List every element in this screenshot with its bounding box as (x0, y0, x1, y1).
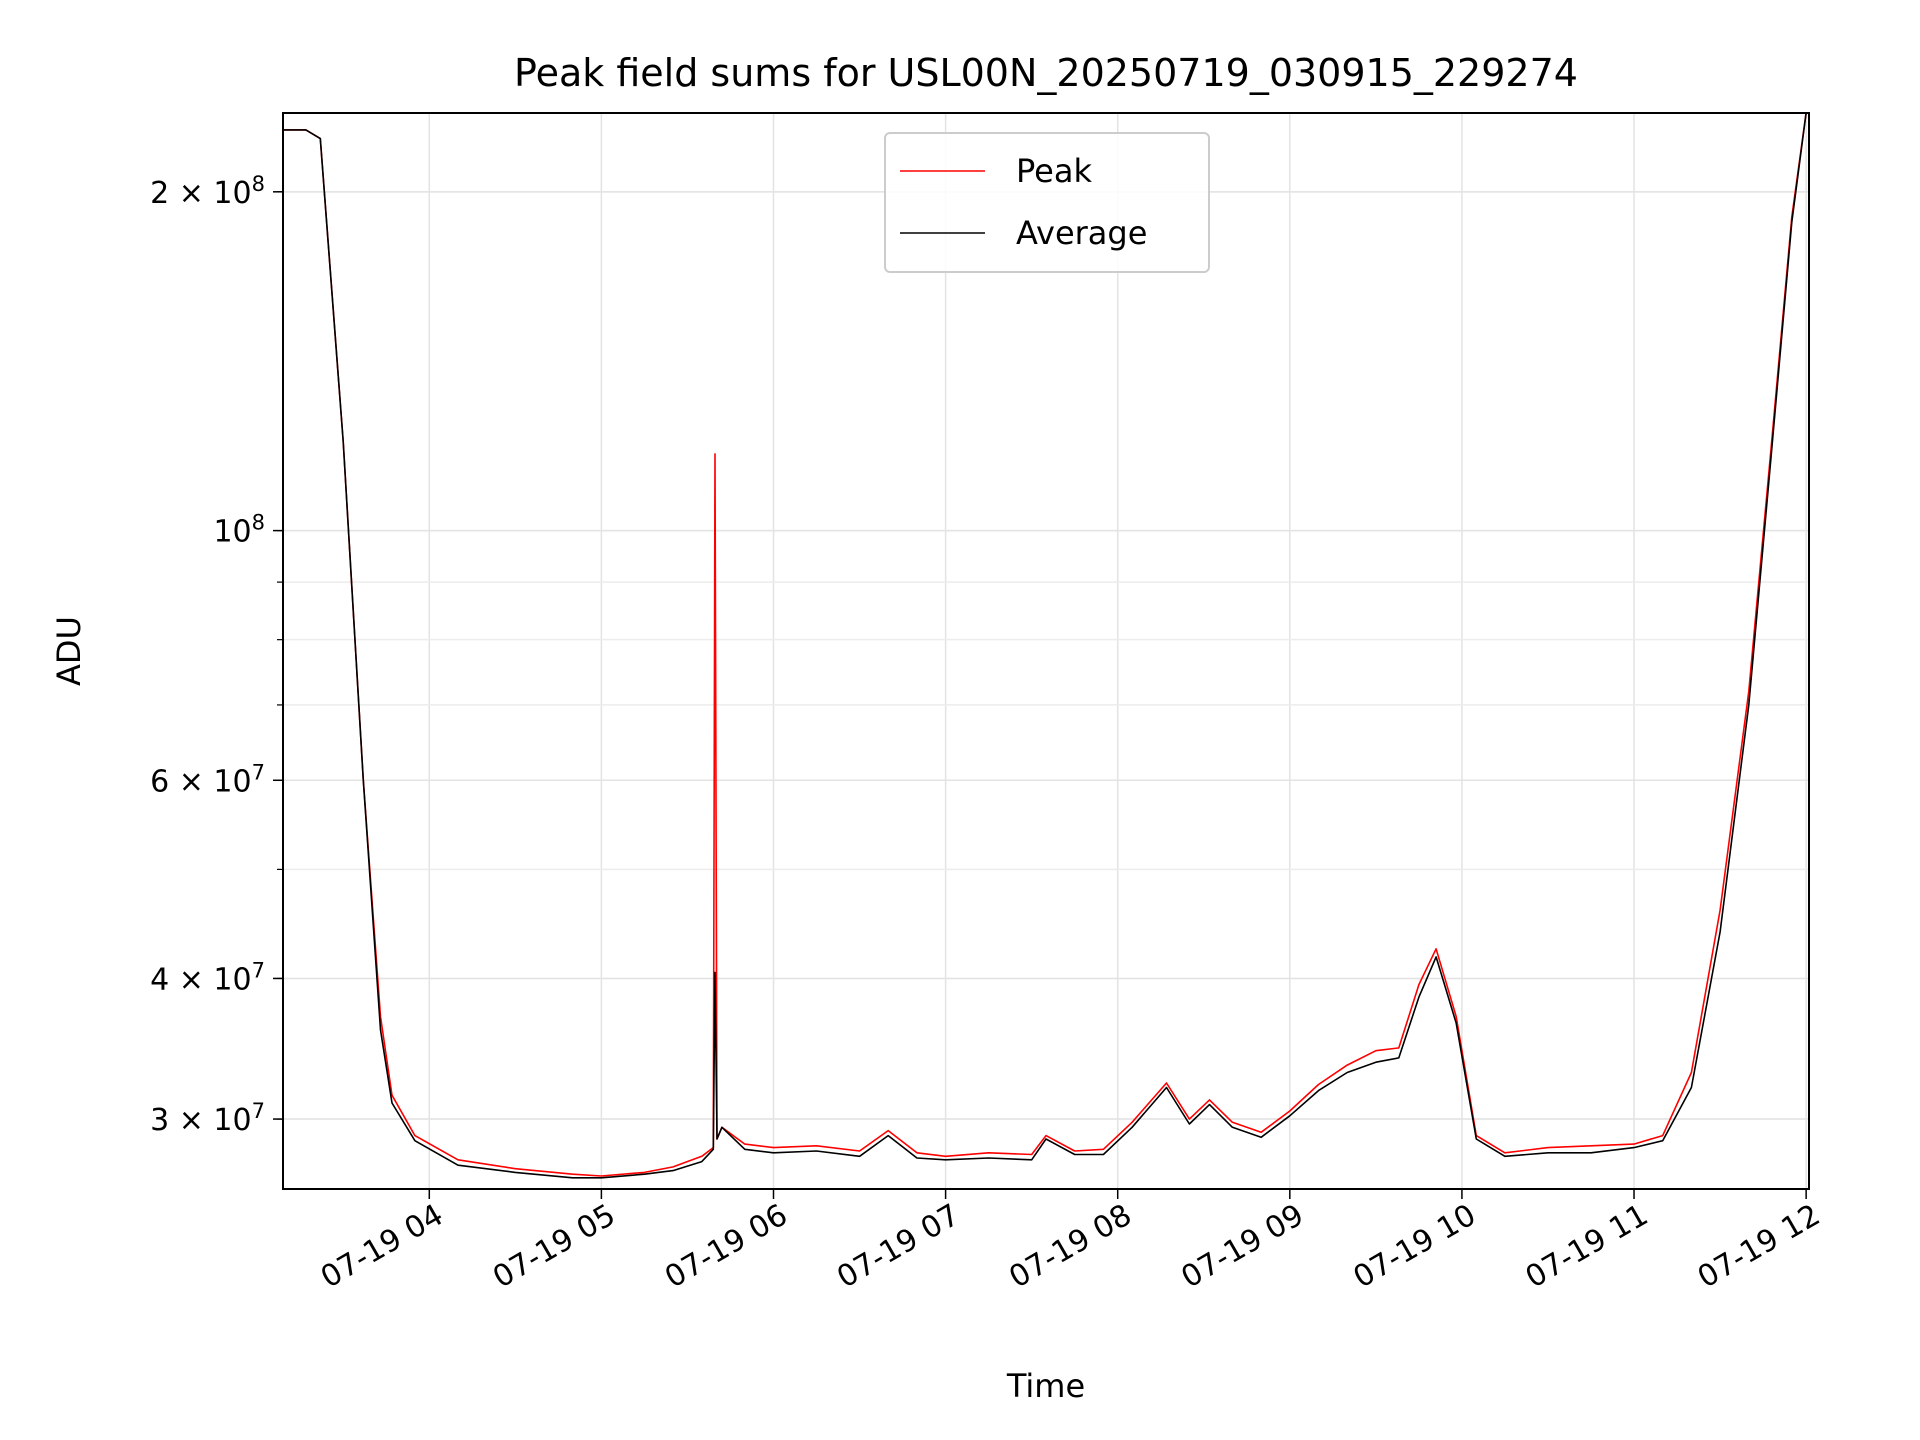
y-tick-label: 4 × 107 (150, 958, 265, 997)
x-axis-label: Time (1006, 1367, 1085, 1405)
legend-box (884, 132, 1210, 273)
legend-label-average: Average (1016, 214, 1147, 252)
series-line-peak (283, 112, 1807, 1177)
series-layer (283, 112, 1807, 1179)
y-tick-label: 3 × 107 (150, 1099, 265, 1138)
y-tick-label: 6 × 107 (150, 760, 265, 799)
y-tick-label: 108 (213, 511, 265, 550)
legend: Peak Average (884, 132, 1210, 273)
plot-frame (282, 112, 1810, 1190)
grid (283, 113, 1809, 1189)
y-axis-label: ADU (50, 616, 88, 686)
series-line-average (283, 112, 1807, 1179)
chart-title: Peak field sums for USL00N_20250719_0309… (514, 51, 1578, 95)
legend-label-peak: Peak (1016, 152, 1092, 190)
y-tick-label: 2 × 108 (150, 172, 265, 211)
